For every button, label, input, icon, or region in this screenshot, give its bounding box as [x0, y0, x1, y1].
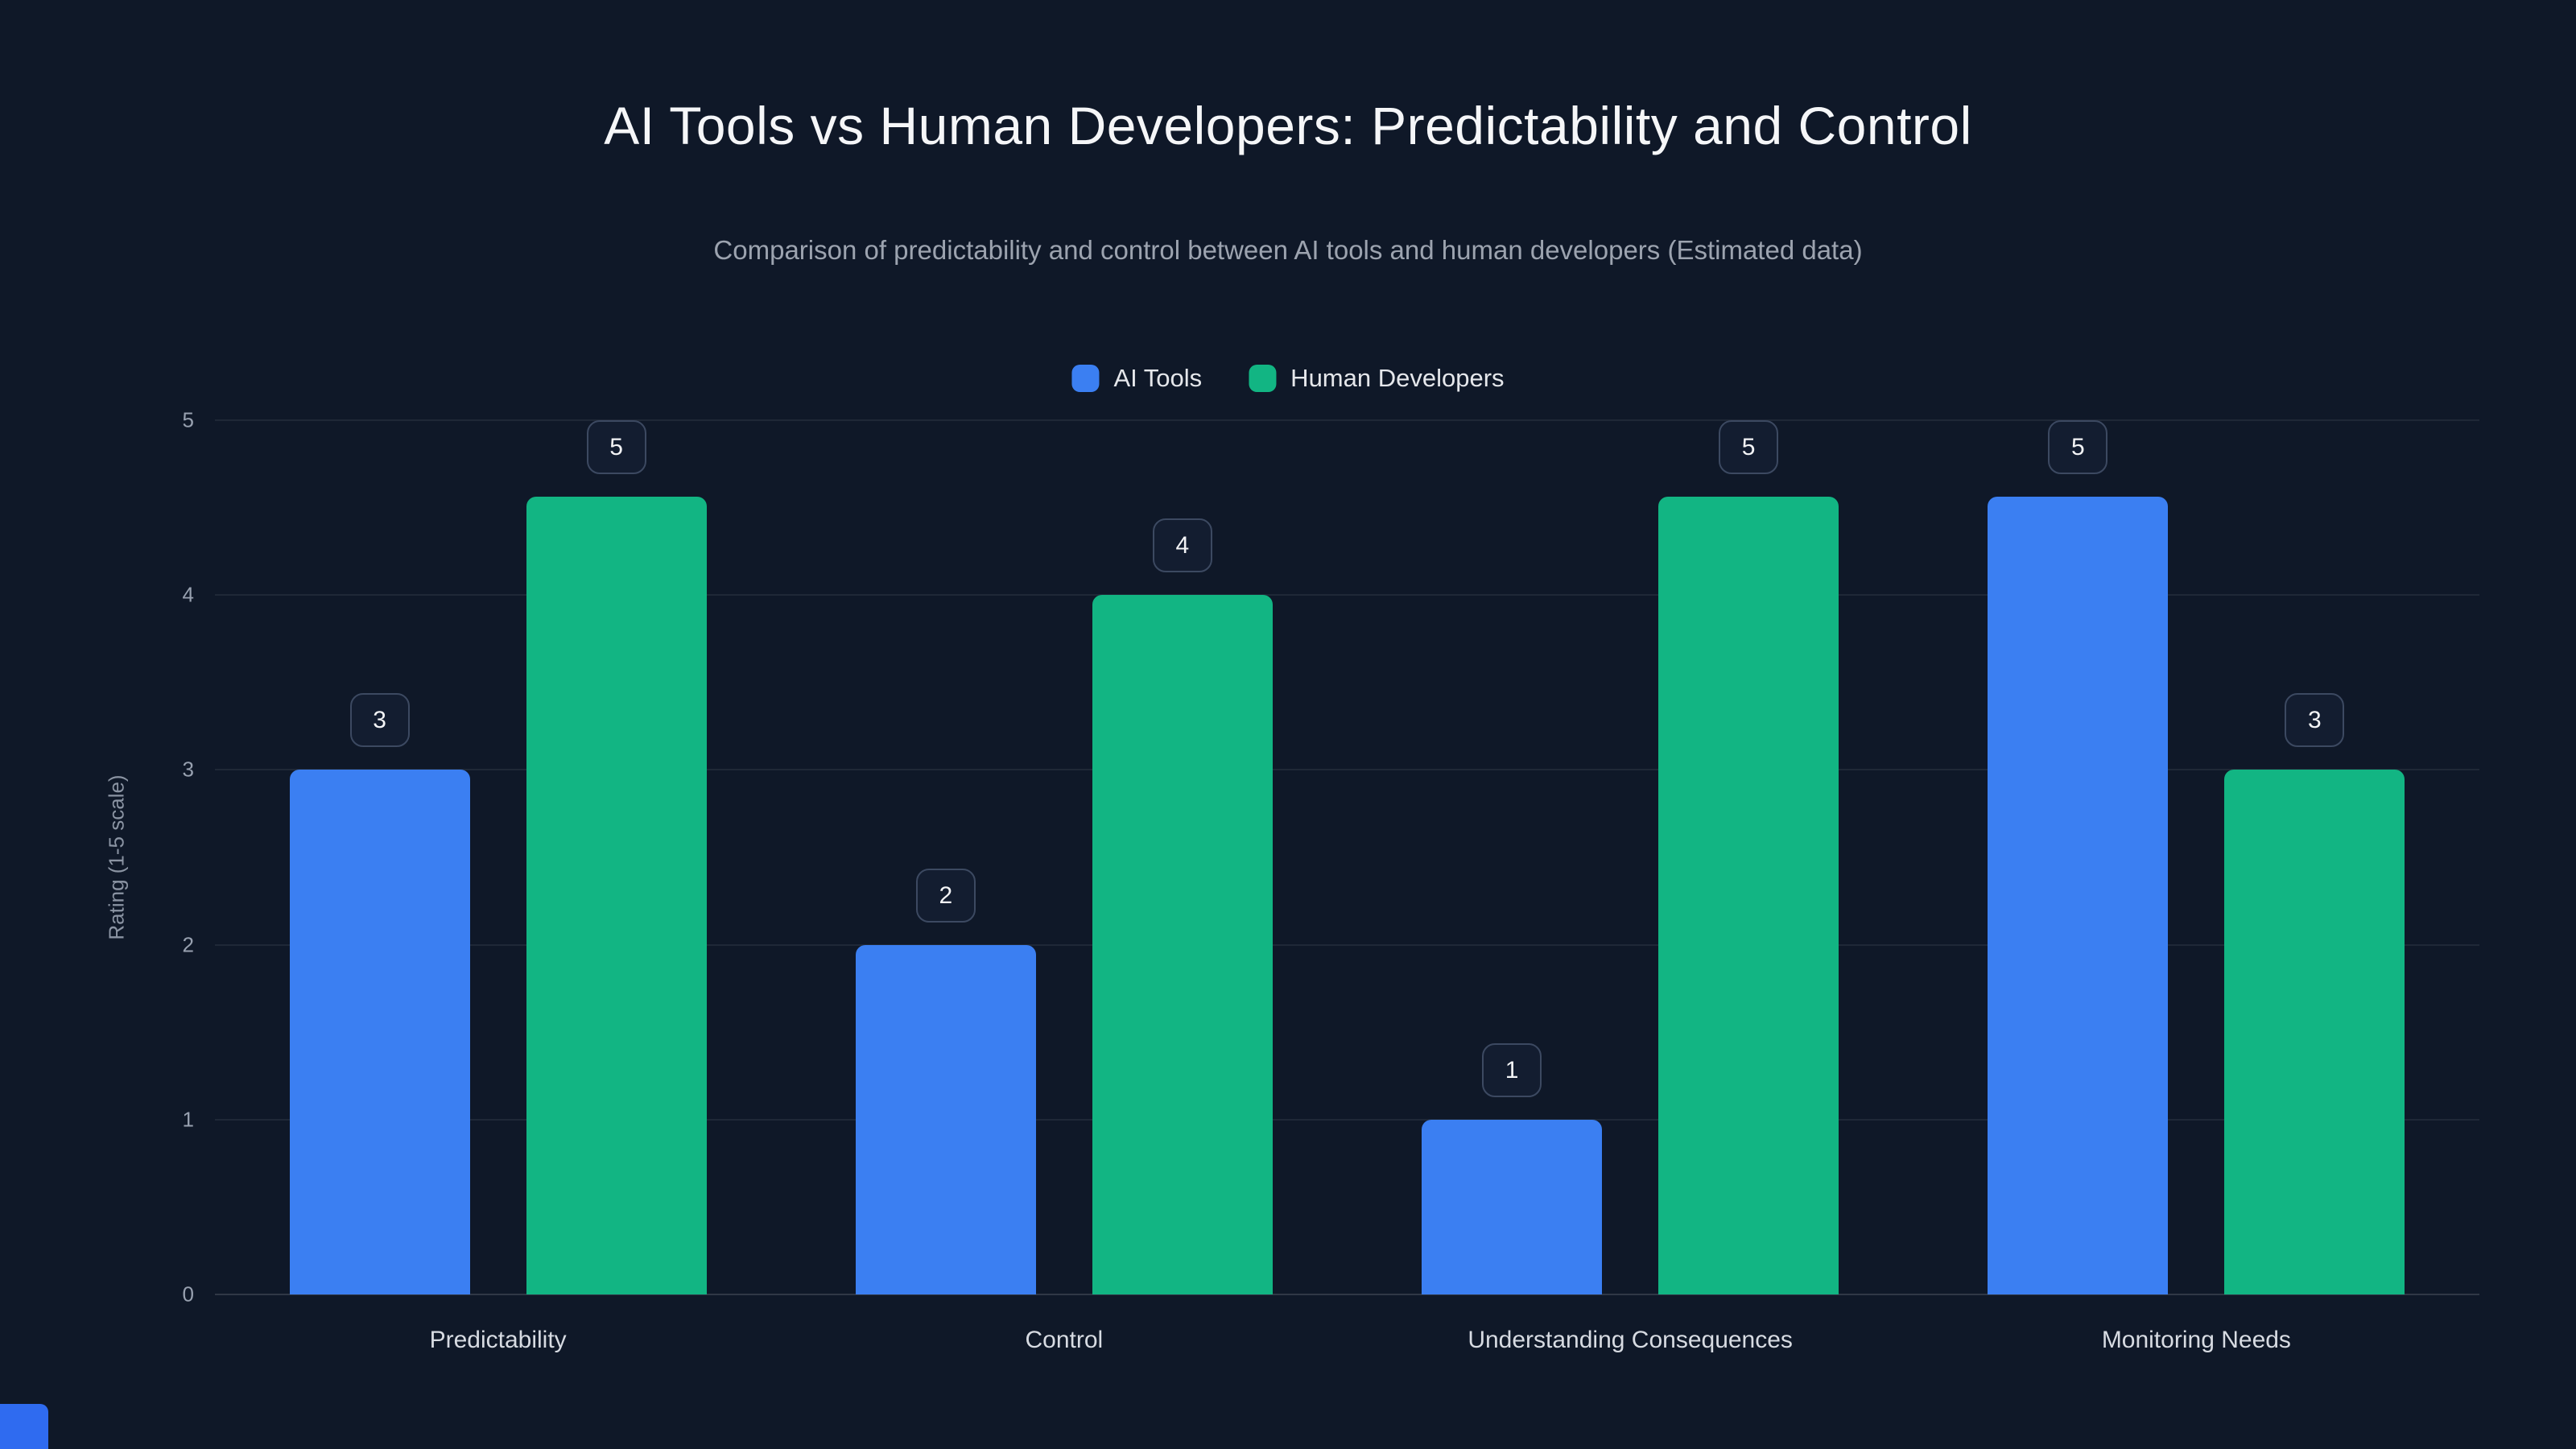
legend-swatch-icon — [1071, 365, 1100, 392]
gridline-y1 — [215, 1118, 2479, 1121]
value-badge: 1 — [1482, 1042, 1542, 1097]
bar-wrap: 2 — [855, 420, 1036, 1294]
value-badge: 4 — [1152, 518, 1212, 573]
y-tick-3: 3 — [182, 757, 194, 782]
bar-wrap: 5 — [1658, 420, 1839, 1294]
bar-wrap: 1 — [1422, 420, 1603, 1294]
bar-wrap: 3 — [289, 420, 470, 1294]
value-badge: 3 — [349, 693, 410, 748]
bar-ai-tools[interactable] — [1422, 1119, 1603, 1294]
value-badge: 5 — [1719, 420, 1779, 474]
legend-label: AI Tools — [1113, 364, 1203, 392]
legend-label: Human Developers — [1290, 364, 1505, 392]
bar-ai-tools[interactable] — [1988, 497, 2169, 1294]
y-axis-label: Rating (1-5 scale) — [104, 774, 129, 940]
x-label-2: Understanding Consequences — [1468, 1327, 1793, 1353]
y-tick-4: 4 — [182, 582, 194, 607]
y-tick-2: 2 — [182, 932, 194, 957]
bar-wrap: 4 — [1092, 420, 1273, 1294]
chart-title: AI Tools vs Human Developers: Predictabi… — [604, 96, 1972, 155]
value-badge: 5 — [586, 420, 646, 474]
value-badge: 3 — [2285, 693, 2345, 748]
corner-accent — [0, 1404, 48, 1449]
value-badge: 2 — [915, 868, 976, 923]
gridline-y4 — [215, 594, 2479, 597]
chart-subtitle: Comparison of predictability and control… — [713, 235, 1863, 265]
legend: AI Tools Human Developers — [1071, 364, 1505, 393]
bar-human-developers[interactable] — [526, 497, 707, 1294]
bar-human-developers[interactable] — [2224, 770, 2405, 1294]
bar-ai-tools[interactable] — [289, 770, 470, 1294]
y-tick-0: 0 — [182, 1282, 194, 1307]
value-badge: 5 — [2048, 420, 2108, 474]
x-label-0: Predictability — [429, 1327, 567, 1353]
y-tick-5: 5 — [182, 407, 194, 432]
gridline-y2 — [215, 943, 2479, 946]
legend-swatch-icon — [1249, 365, 1277, 392]
bar-wrap: 5 — [1988, 420, 2169, 1294]
legend-item-ai-tools[interactable]: AI Tools — [1071, 364, 1202, 393]
gridline-y5 — [215, 419, 2479, 421]
bar-human-developers[interactable] — [1658, 497, 1839, 1294]
y-tick-1: 1 — [182, 1107, 194, 1132]
bar-wrap: 5 — [526, 420, 707, 1294]
gridline-y3 — [215, 769, 2479, 771]
bar-ai-tools[interactable] — [855, 944, 1036, 1294]
x-axis-labels: Predictability Control Understanding Conse… — [215, 1327, 2479, 1375]
bar-human-developers[interactable] — [1092, 595, 1273, 1294]
bar-wrap: 3 — [2224, 420, 2405, 1294]
x-label-3: Monitoring Needs — [2101, 1327, 2291, 1353]
x-label-1: Control — [1025, 1327, 1104, 1353]
legend-item-human-developers[interactable]: Human Developers — [1249, 364, 1505, 393]
gridline-y0 — [215, 1294, 2479, 1295]
